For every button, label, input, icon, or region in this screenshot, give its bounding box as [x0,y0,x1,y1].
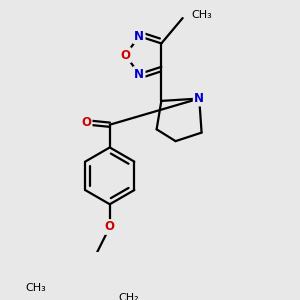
Text: CH₂: CH₂ [118,293,139,300]
Text: CH₃: CH₃ [191,10,212,20]
Text: N: N [134,68,144,80]
Text: O: O [81,116,91,129]
Text: O: O [105,220,115,233]
Text: CH₃: CH₃ [26,283,46,292]
Text: N: N [194,92,204,105]
Text: O: O [120,49,130,62]
Text: N: N [134,30,144,43]
